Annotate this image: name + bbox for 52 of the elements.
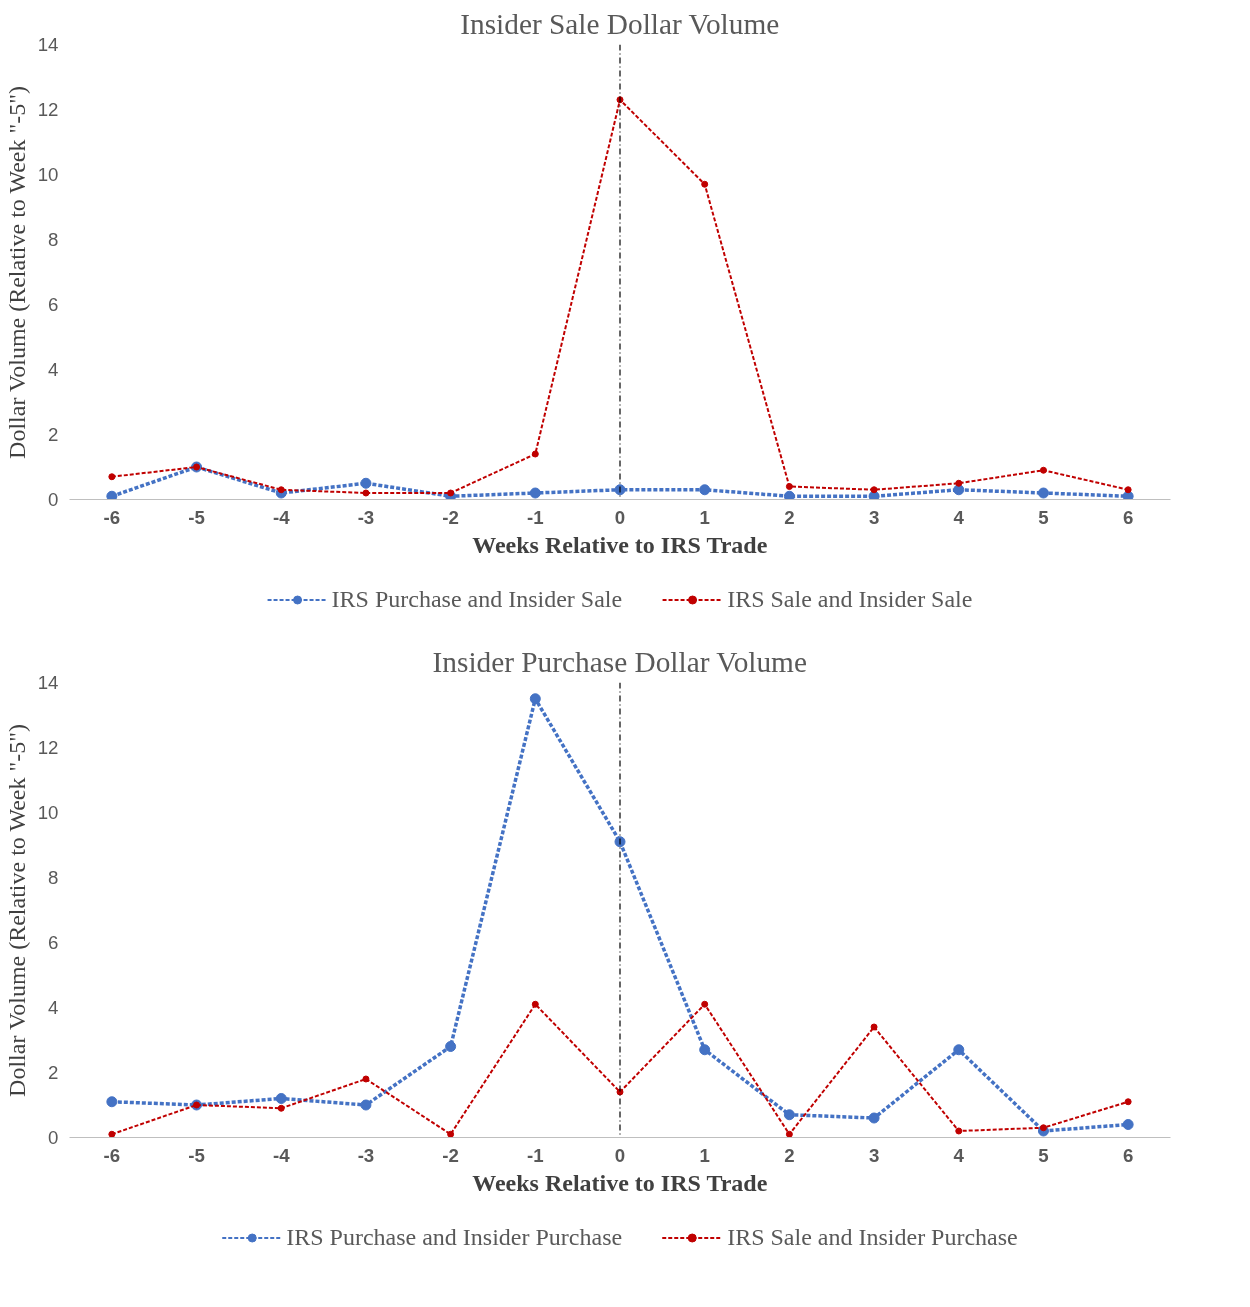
x-tick-label: -6 [103,506,121,528]
x-tick-label: 2 [784,506,795,528]
legend-label: IRS Purchase and Insider Purchase [286,1223,623,1251]
x-tick-label: -2 [442,506,459,528]
y-tick-label: 10 [37,802,59,823]
x-tick-label: 1 [699,506,710,528]
chart-title: Insider Sale Dollar Volume [460,7,780,40]
y-tick-label: 8 [48,229,59,250]
y-tick-label: 8 [48,867,59,888]
y-tick-label: 12 [37,99,59,120]
y-tick-label: 6 [48,932,59,953]
x-tick-label: 5 [1038,506,1049,528]
x-axis-title: Weeks Relative to IRS Trade [472,531,768,558]
x-tick-label: 5 [1038,1144,1049,1166]
x-tick-label: 4 [953,1144,965,1166]
x-tick-label: 3 [868,506,880,528]
chart-title: Insider Purchase Dollar Volume [432,645,807,678]
y-tick-label: 2 [48,1062,59,1083]
y-axis-title: Dollar Volume (Relative to Week "-5") [3,723,30,1097]
x-tick-label: 2 [784,1144,795,1166]
x-axis-title: Weeks Relative to IRS Trade [472,1169,768,1196]
x-tick-label: -2 [442,1144,459,1166]
y-tick-label: 2 [48,424,59,445]
y-tick-label: 4 [48,359,59,380]
x-tick-label: -3 [357,506,375,528]
y-tick-label: 14 [37,672,59,693]
y-axis-title: Dollar Volume (Relative to Week "-5") [3,85,30,459]
x-tick-label: -4 [272,506,291,528]
x-tick-label: 4 [953,506,965,528]
x-tick-label: 6 [1122,506,1134,528]
x-tick-label: -3 [357,1144,375,1166]
x-tick-label: 6 [1122,1144,1134,1166]
y-tick-label: 12 [37,737,59,758]
y-tick-label: 0 [48,1127,59,1148]
x-tick-label: -1 [527,506,544,528]
y-tick-label: 14 [37,34,59,55]
x-tick-label: -4 [272,1144,291,1166]
x-tick-label: 0 [614,1144,626,1166]
legend-label: IRS Purchase and Insider Sale [331,585,623,613]
y-tick-label: 6 [48,294,59,315]
x-tick-label: -1 [527,1144,544,1166]
x-tick-label: -5 [188,1144,205,1166]
x-tick-label: 3 [868,1144,880,1166]
x-tick-label: -5 [188,506,205,528]
legend-label: IRS Sale and Insider Sale [727,585,973,613]
y-tick-label: 0 [48,489,59,510]
x-tick-label: 1 [699,1144,710,1166]
legend-label: IRS Sale and Insider Purchase [727,1223,1018,1251]
y-tick-label: 10 [37,164,59,185]
x-tick-label: 0 [614,506,626,528]
y-tick-label: 4 [48,997,59,1018]
x-tick-label: -6 [103,1144,121,1166]
